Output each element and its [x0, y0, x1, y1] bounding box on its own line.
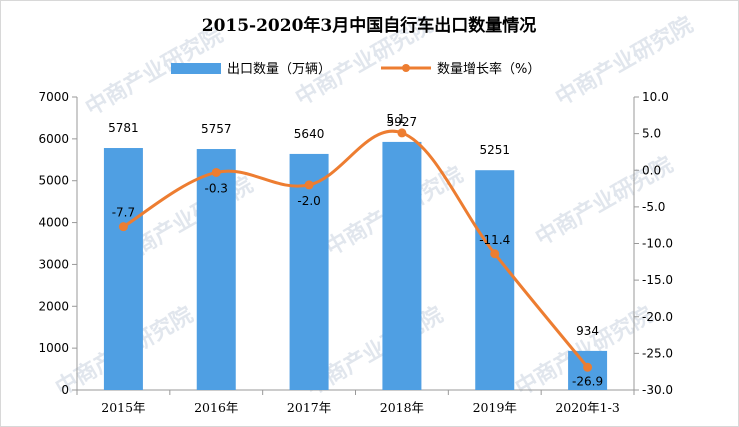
bar: [196, 149, 236, 390]
y-left-tick-label: 2000: [38, 299, 69, 313]
growth-rate-point: [583, 362, 593, 372]
y-left-tick-label: 6000: [38, 132, 69, 146]
legend-line-label: 数量增长率（%）: [437, 61, 540, 77]
x-tick-label: 2016年: [194, 400, 238, 415]
line-series: [118, 128, 593, 372]
bar-value-label: 5927: [387, 115, 418, 129]
watermark-text: 中商产业研究院: [551, 12, 697, 112]
legend-bar-swatch: [171, 63, 221, 74]
growth-rate-point: [118, 222, 128, 232]
y-right-tick-label: -30.0: [642, 383, 673, 397]
bar: [103, 148, 143, 390]
y-left-tick-label: 5000: [38, 174, 69, 188]
y-left-tick-label: 1000: [38, 341, 69, 355]
growth-rate-label: -7.7: [112, 206, 135, 220]
growth-rate-label: -2.0: [297, 194, 320, 208]
growth-rate-point: [304, 180, 314, 190]
y-left-tick-label: 3000: [38, 257, 69, 271]
y-left-tick-label: 4000: [38, 216, 69, 230]
growth-rate-point: [490, 249, 500, 259]
bar-labels: 5781 5757 5640 5927 5251 934: [108, 115, 599, 338]
y-right-tick-label: -20.0: [642, 310, 673, 324]
chart-title: 2015-2020年3月中国自行车出口数量情况: [202, 15, 537, 36]
legend: 出口数量（万辆） 数量增长率（%）: [171, 61, 540, 77]
growth-rate-label: -11.4: [479, 233, 510, 247]
line-labels: -7.7 -0.3 -2.0 5.1 -11.4 -26.9: [112, 112, 603, 388]
y-right-tick-label: -15.0: [642, 273, 673, 287]
legend-bar-label: 出口数量（万辆）: [227, 62, 331, 77]
y-right-tick-label: -5.0: [642, 200, 665, 214]
bar-series: [103, 141, 608, 390]
x-tick-label: 2019年: [473, 400, 517, 415]
bar: [475, 170, 515, 390]
bar-value-label: 934: [576, 324, 599, 338]
x-tick-label: 2017年: [287, 400, 331, 415]
x-tick-label: 2018年: [380, 400, 424, 415]
axes: 0 1000 2000 3000 4000 5000 6000 7000 -30.0 -25.0 -…: [38, 90, 673, 415]
y-right-tick-label: 10.0: [642, 90, 669, 104]
legend-line-marker: [402, 64, 410, 72]
x-tick-label: 2015年: [101, 400, 145, 415]
growth-rate-label: -0.3: [205, 181, 228, 195]
y-right-tick-label: -25.0: [642, 346, 673, 360]
bar-value-label: 5640: [294, 127, 325, 141]
growth-rate-label: 5.1: [386, 112, 405, 126]
bar: [289, 153, 329, 390]
y-left-tick-label: 0: [61, 383, 69, 397]
growth-rate-line: [122, 129, 589, 369]
bar: [382, 141, 422, 390]
x-tick-label: 2020年1-3: [555, 400, 619, 415]
y-right-tick-label: 5.0: [642, 127, 661, 141]
y-right-tick-label: -10.0: [642, 237, 673, 251]
bar-value-label: 5251: [479, 143, 510, 157]
growth-rate-label: -26.9: [572, 374, 603, 388]
y-left-tick-label: 7000: [38, 90, 69, 104]
bar-value-label: 5781: [108, 121, 139, 135]
y-right-tick-label: 0.0: [642, 163, 661, 177]
growth-rate-point: [211, 167, 221, 177]
growth-rate-point: [397, 128, 407, 138]
bar-value-label: 5757: [201, 122, 232, 136]
